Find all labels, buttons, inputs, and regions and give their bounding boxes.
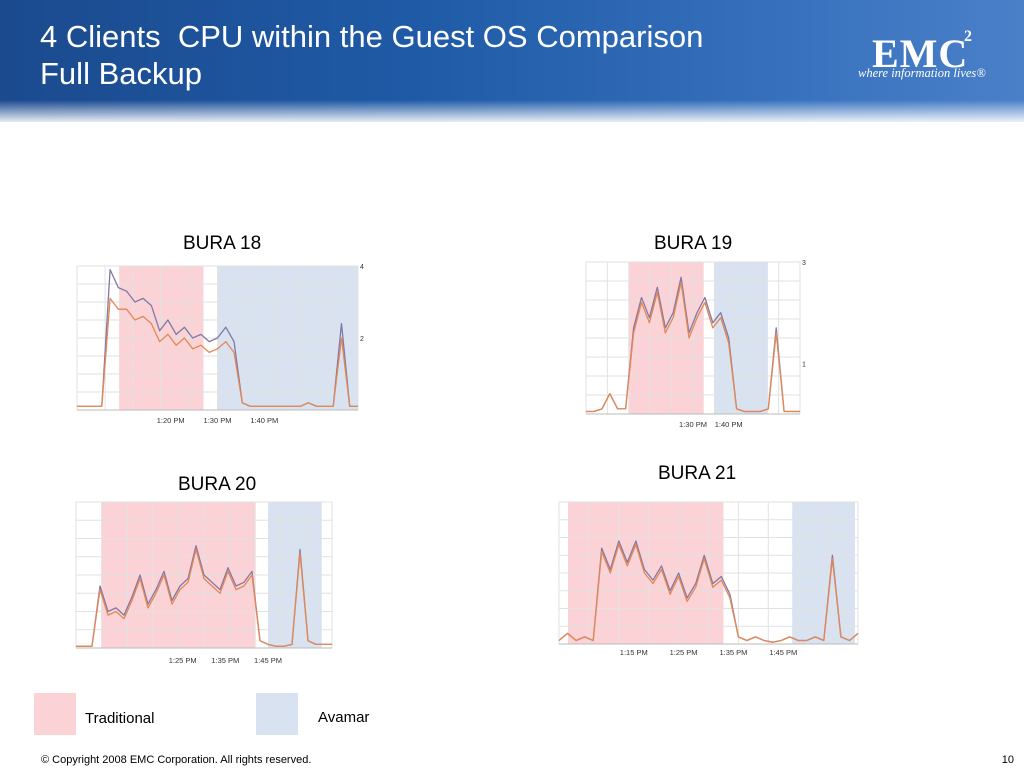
header-fade <box>0 100 1024 130</box>
chart-3: 1:15 PM 1:25 PM 1:35 PM 1:45 PM <box>558 501 859 657</box>
x-tick-label: 1:40 PM <box>715 420 743 429</box>
chart-title-bura-20: BURA 20 <box>178 474 257 495</box>
x-tick-label: 1:15 PM <box>620 648 648 657</box>
chart-2: 1:25 PM 1:35 PM 1:45 PM <box>75 501 333 665</box>
copyright-footer: © Copyright 2008 EMC Corporation. All ri… <box>41 754 312 766</box>
series-line-1 <box>558 543 859 643</box>
x-tick-label: 1:20 PM <box>157 416 185 425</box>
chart-title-bura-18: BURA 18 <box>183 233 262 254</box>
page-number: 10 <box>1001 754 1014 766</box>
series-line-1 <box>76 548 332 647</box>
x-tick-label: 1:30 PM <box>679 420 707 429</box>
logo-tagline: where information lives® <box>858 66 986 80</box>
y-tick-label: 1 <box>802 361 806 368</box>
x-tick-label: 1:45 PM <box>769 648 797 657</box>
x-tick-label: 1:35 PM <box>211 656 239 665</box>
y-tick-label: 4 <box>360 264 364 271</box>
slide-title: 4 Clients CPU within the Guest OS Compar… <box>40 19 704 91</box>
legend-label-avamar: Avamar <box>318 709 370 726</box>
chart-0: 1:20 PM 1:30 PM 1:40 PM 4 2 <box>76 264 364 425</box>
x-tick-label: 1:25 PM <box>169 656 197 665</box>
legend-swatch-traditional <box>34 693 76 735</box>
x-tick-label: 1:35 PM <box>719 648 747 657</box>
emc-logo: EMC 2 where information lives® <box>858 28 988 85</box>
logo-text: EMC <box>872 31 969 76</box>
chart-1: 1:30 PM 1:40 PM 3 1 <box>585 260 806 429</box>
chart-title-bura-21: BURA 21 <box>658 463 737 484</box>
x-tick-label: 1:30 PM <box>204 416 232 425</box>
x-tick-label: 1:25 PM <box>670 648 698 657</box>
chart-title-bura-19: BURA 19 <box>654 233 733 254</box>
series-line-1 <box>77 297 358 408</box>
y-tick-label: 2 <box>360 336 364 343</box>
series-line-1 <box>586 281 800 413</box>
legend-swatch-avamar <box>256 693 298 735</box>
x-tick-label: 1:45 PM <box>254 656 282 665</box>
x-tick-label: 1:40 PM <box>250 416 278 425</box>
logo-superscript: 2 <box>964 28 972 45</box>
y-tick-label: 3 <box>802 260 806 267</box>
legend-label-traditional: Traditional <box>85 710 155 727</box>
